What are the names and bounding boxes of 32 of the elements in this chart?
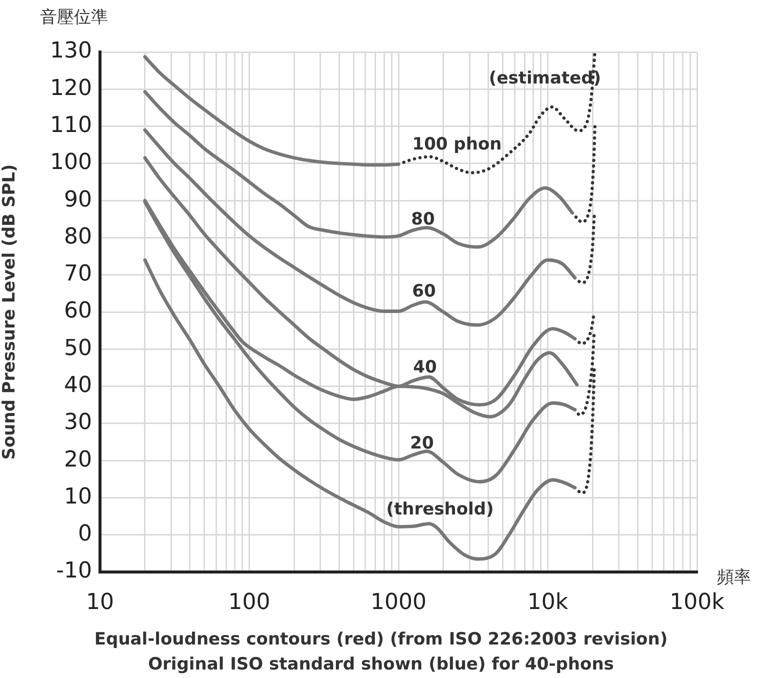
- y-tick-label: 90: [64, 187, 92, 212]
- annotation: 40: [413, 357, 437, 378]
- text: Equal-loudness contours (red) (from ISO 226:2003 revision): [94, 629, 668, 650]
- x-tick-label: 1000: [370, 590, 426, 615]
- x-axis-title: 頻率: [717, 567, 751, 588]
- y-tick-label: 100: [50, 150, 92, 176]
- text: Original ISO standard shown (blue) for 40-phons: [148, 654, 614, 674]
- annotation: 80: [411, 209, 435, 230]
- y-tick-label: 130: [50, 38, 92, 64]
- y-tick-label: 120: [50, 76, 92, 101]
- y-tick-label: 10: [64, 484, 92, 510]
- x-tick-label: 100: [228, 590, 270, 615]
- x-tick-label: 100k: [670, 590, 725, 615]
- y-tick-label: 20: [64, 447, 92, 472]
- x-tick-label: 10: [86, 590, 114, 615]
- y-tick-label: 40: [64, 373, 92, 398]
- text: 音壓位準: [40, 7, 108, 28]
- annotation: (estimated): [488, 68, 602, 88]
- annotation: 100 phon: [412, 134, 502, 154]
- annotation: (threshold): [386, 499, 494, 520]
- y-tick-label: 80: [64, 224, 92, 250]
- annotation: 20: [410, 433, 434, 454]
- y-tick-label: 30: [64, 410, 92, 436]
- y-tick-label: 60: [64, 298, 92, 324]
- y-tick-label: 50: [64, 336, 92, 361]
- x-tick-label: 10k: [527, 590, 568, 615]
- y-tick-label: 110: [50, 113, 92, 138]
- annotation: 60: [412, 281, 436, 302]
- y-tick-label: 70: [64, 262, 92, 287]
- y-axis-title: Sound Pressure Level (dB SPL): [0, 164, 20, 460]
- y-tick-label: 0: [78, 522, 92, 547]
- y-tick-label: -10: [56, 558, 92, 584]
